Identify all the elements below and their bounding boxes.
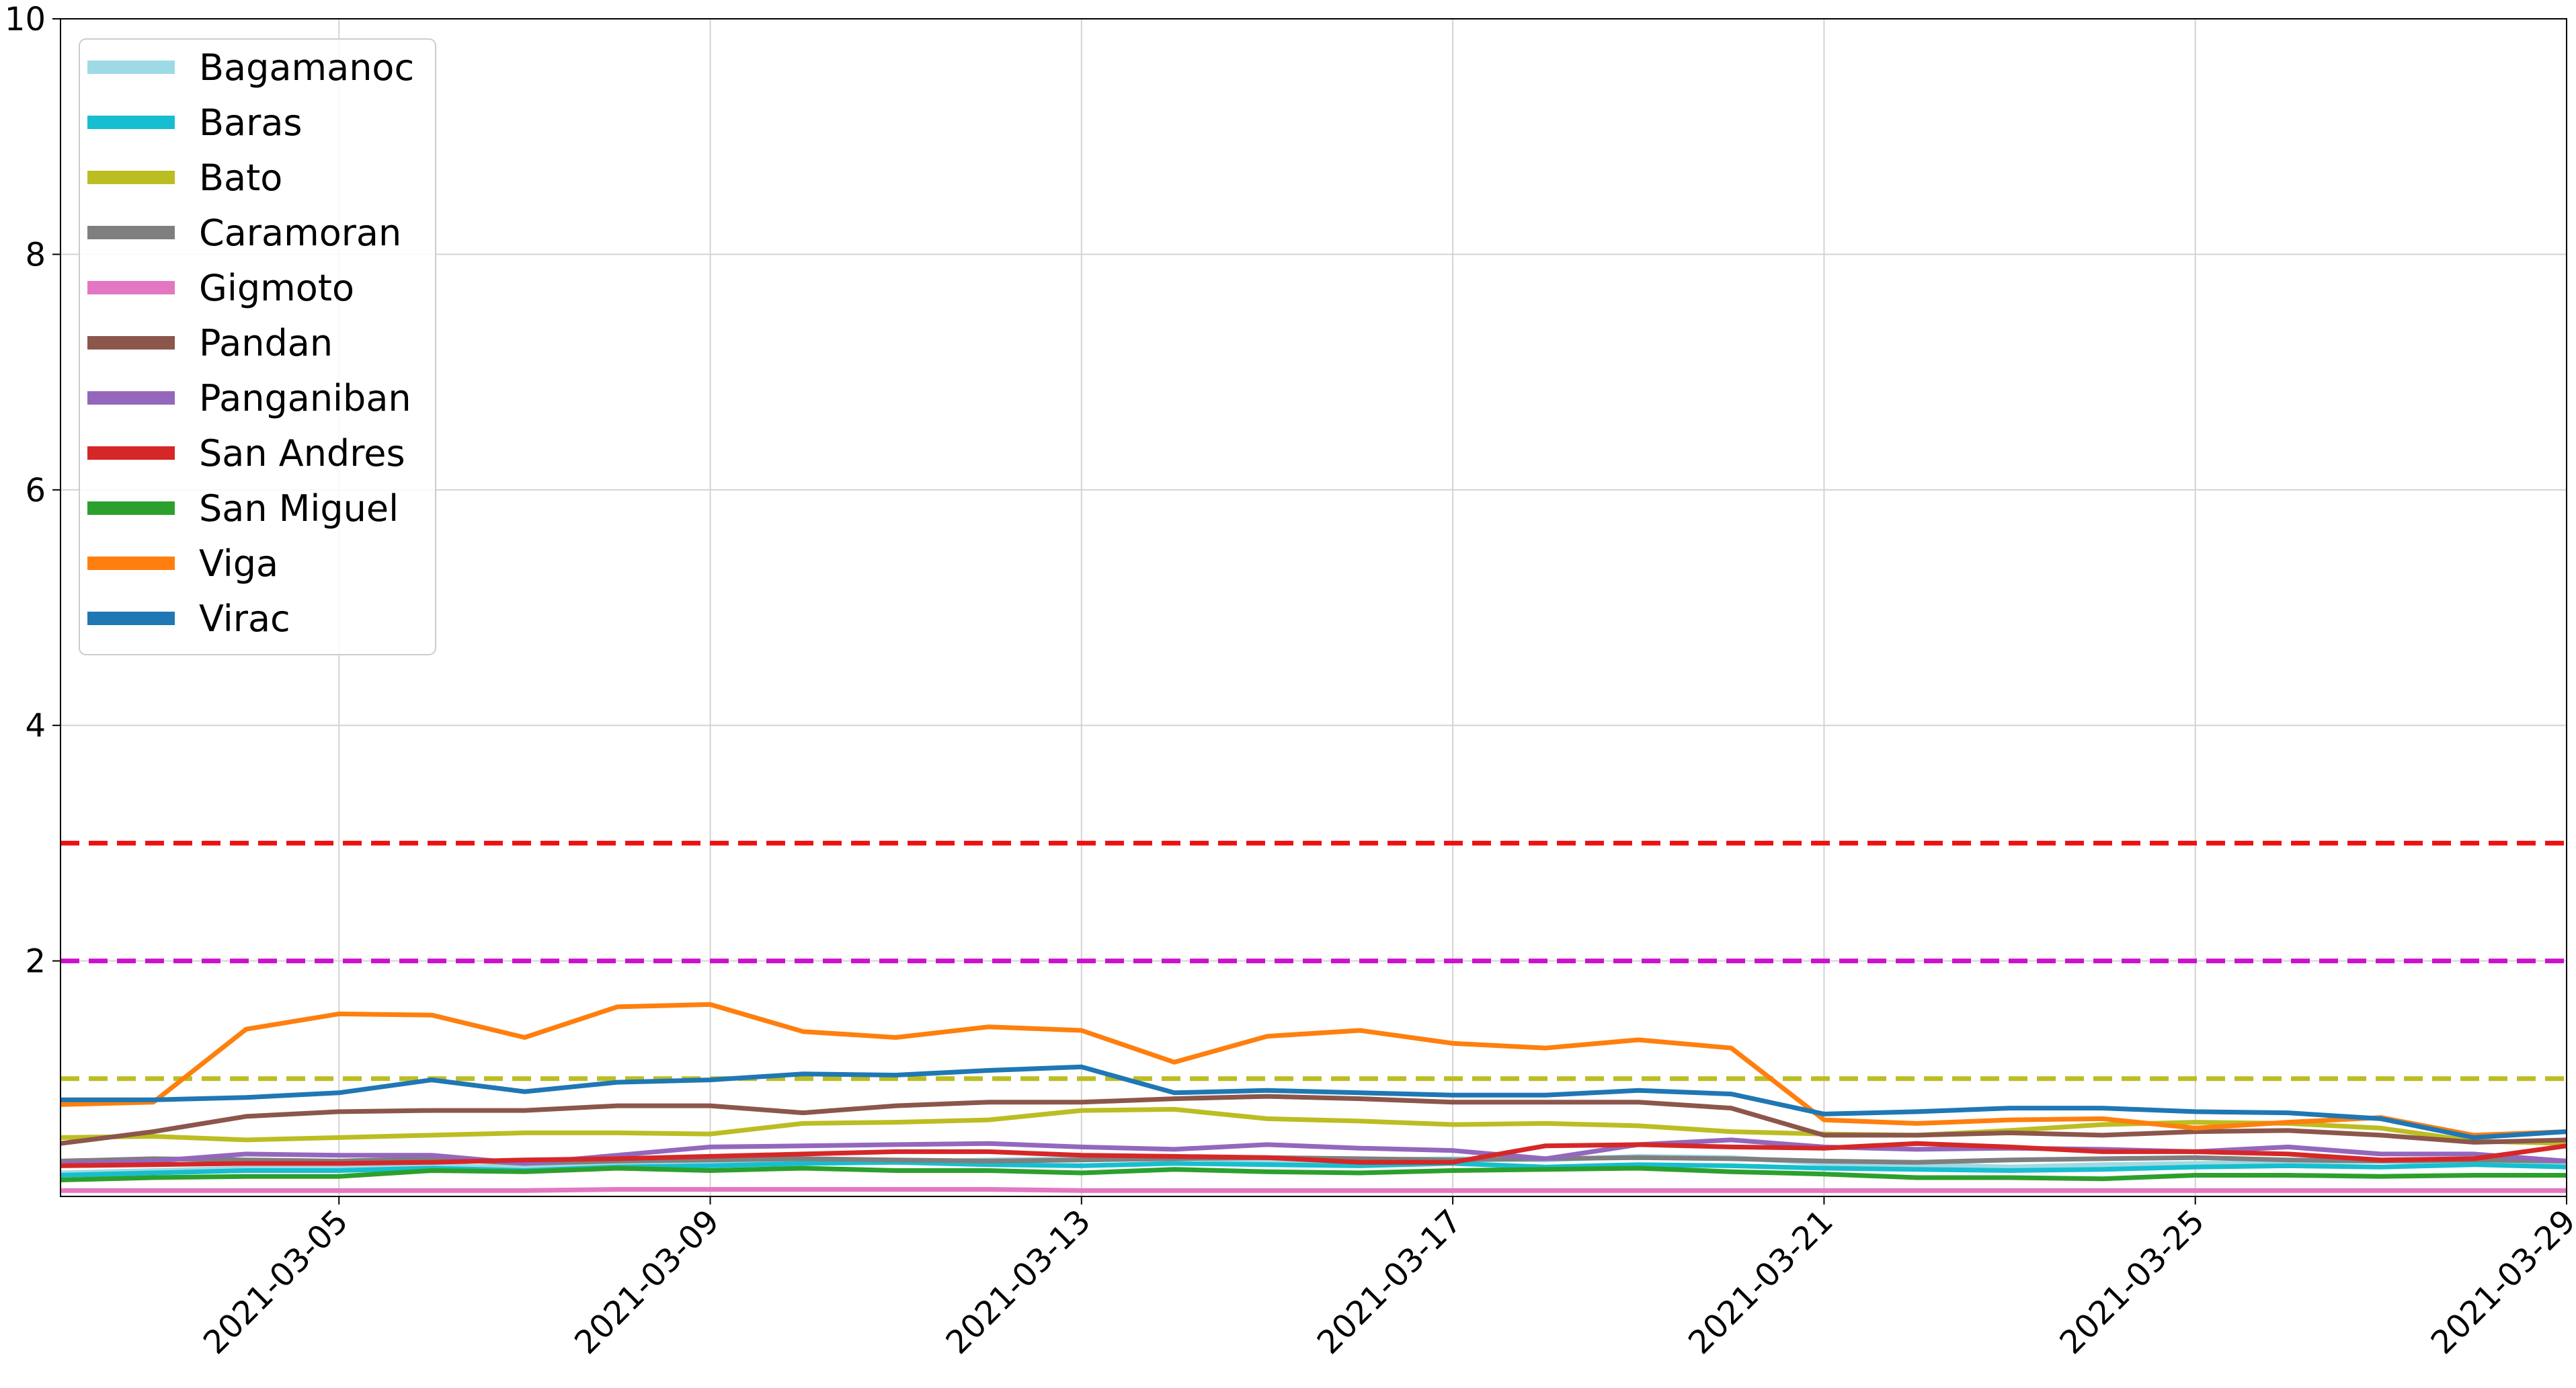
legend-label-gigmoto: Gigmoto bbox=[199, 267, 354, 309]
y-tick-label: 10 bbox=[5, 1, 46, 38]
series-line-gigmoto bbox=[61, 1187, 2567, 1193]
y-tick-label: 2 bbox=[25, 943, 46, 981]
legend: Bagamanoc Baras Bato Caramoran Gigmoto Pandan… bbox=[79, 38, 436, 655]
legend-label-caramoran: Caramoran bbox=[199, 212, 401, 254]
threshold-lines bbox=[61, 840, 2567, 1081]
legend-label-panganiban: Panganiban bbox=[199, 377, 411, 419]
series-line-viga bbox=[61, 1002, 2567, 1138]
legend-box bbox=[79, 38, 436, 655]
series-line-san-miguel bbox=[61, 1166, 2567, 1182]
y-tick-label: 4 bbox=[25, 707, 46, 745]
series-line-bato bbox=[61, 1106, 2567, 1146]
legend-label-san-andres: San Andres bbox=[199, 432, 405, 475]
y-tick-label: 8 bbox=[25, 236, 46, 274]
series-line-virac bbox=[61, 1064, 2567, 1140]
plot-frame bbox=[60, 18, 2567, 1197]
legend-label-bato: Bato bbox=[199, 157, 282, 199]
y-tick-label: 6 bbox=[25, 472, 46, 509]
series-line-san-andres bbox=[61, 1141, 2567, 1168]
legend-label-virac: Virac bbox=[199, 598, 290, 640]
series-line-pandan bbox=[61, 1094, 2567, 1146]
legend-label-bagamanoc: Bagamanoc bbox=[199, 46, 414, 89]
legend-label-viga: Viga bbox=[199, 542, 278, 585]
grid bbox=[61, 18, 2567, 1196]
legend-label-san-miguel: San Miguel bbox=[199, 487, 399, 530]
series-lines bbox=[61, 1002, 2567, 1193]
legend-label-pandan: Pandan bbox=[199, 322, 333, 364]
legend-label-baras: Baras bbox=[199, 101, 303, 144]
